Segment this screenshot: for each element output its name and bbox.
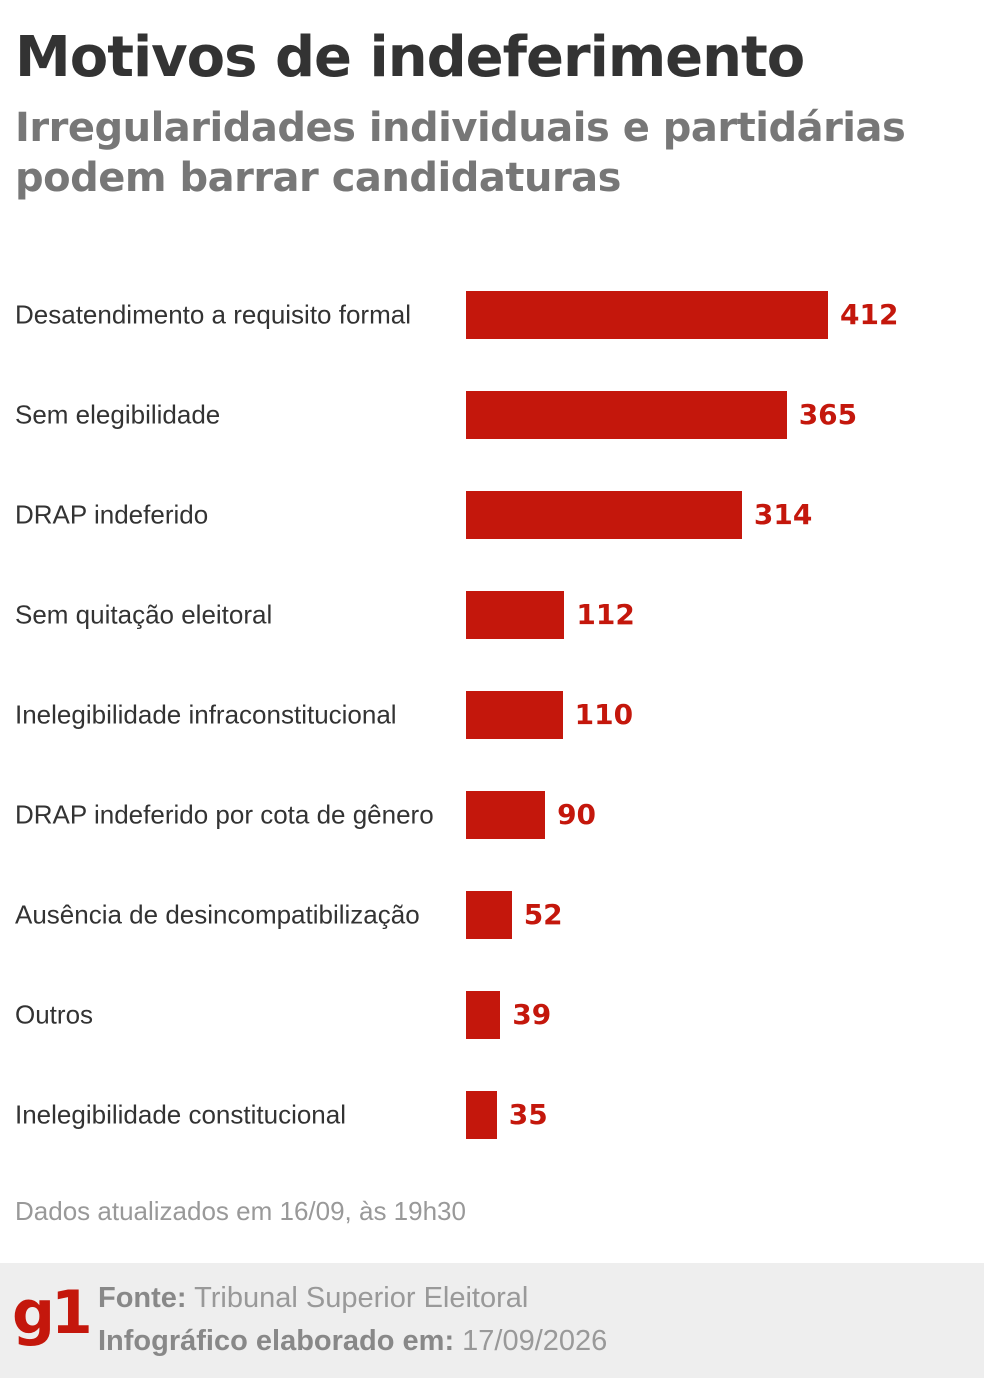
bar-value-label: 110 [574,698,634,731]
bar-value-label: 35 [508,1098,548,1131]
page-subtitle: Irregularidades individuais e partidária… [15,105,906,201]
category-label: Desatendimento a requisito formal [15,299,411,330]
bar [466,1091,497,1139]
bar-value-label: 39 [512,998,552,1031]
bar [466,491,742,539]
category-label: Sem quitação eleitoral [15,599,273,630]
bar-value-label: 412 [840,298,899,331]
footer: g1 Fonte: Tribunal Superior Eleitoral In… [0,1263,984,1378]
bar [466,291,828,339]
bar [466,791,546,839]
bar [466,691,563,739]
bar [466,991,501,1039]
date-value: 17/09/2026 [462,1325,608,1357]
source-label: Fonte: [98,1282,187,1314]
category-label: Inelegibilidade infraconstitucional [15,699,397,730]
date-line: Infográfico elaborado em: 17/09/2026 [98,1323,607,1359]
bar [466,591,565,639]
update-note: Dados atualizados em 16/09, às 19h30 [15,1196,466,1226]
category-label: Outros [15,999,94,1030]
category-label: DRAP indeferido por cota de gênero [15,799,434,830]
category-label: Ausência de desincompatibilização [15,899,420,930]
bar-value-label: 365 [798,398,858,431]
bar-value-label: 52 [523,898,563,931]
source-line: Fonte: Tribunal Superior Eleitoral [98,1280,528,1316]
date-label: Infográfico elaborado em: [98,1325,455,1357]
source-value: Tribunal Superior Eleitoral [194,1282,529,1314]
category-label: Sem elegibilidade [15,399,221,430]
category-label: Inelegibilidade constitucional [15,1099,347,1130]
g1-logo: g1 [12,1278,93,1348]
bar-value-label: 90 [557,798,597,831]
bar [466,891,512,939]
page-title: Motivos de indeferimento [15,25,805,90]
bar-value-label: 314 [753,498,813,531]
category-label: DRAP indeferido [15,499,209,530]
bar-value-label: 112 [576,598,635,631]
bar [466,391,787,439]
